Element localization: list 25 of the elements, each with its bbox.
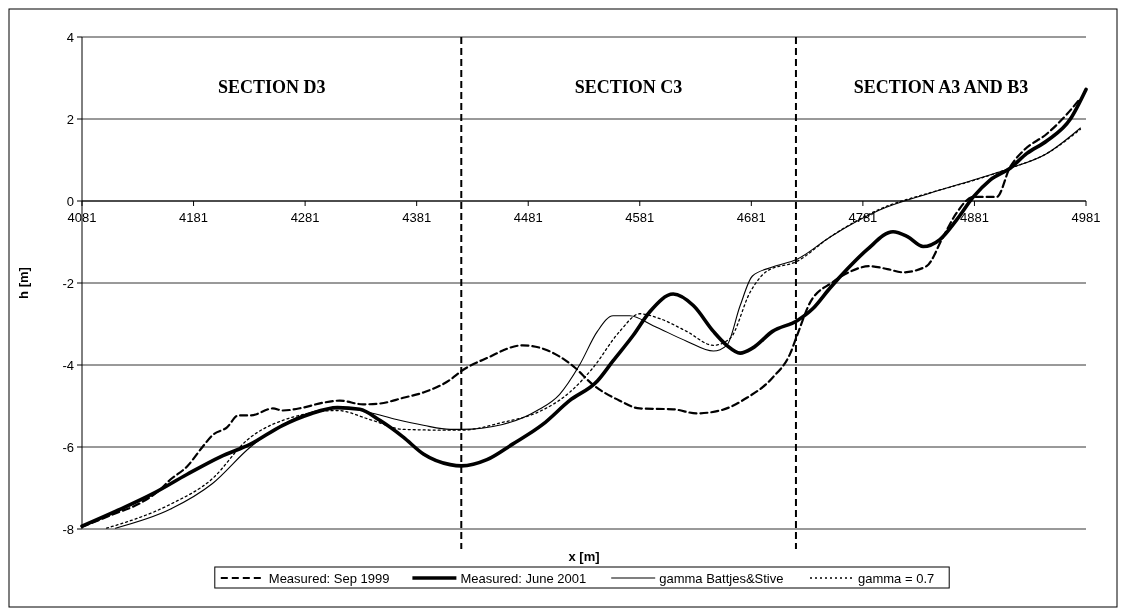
legend-label: Measured: Sep 1999 (268, 570, 390, 586)
legend-label: gamma = 0.7 (858, 570, 935, 586)
y-tick-label: 2 (66, 111, 74, 127)
x-tick-label: 4281 (290, 210, 320, 225)
x-axis-title: x [m] (568, 549, 600, 564)
x-tick-label: 4881 (959, 210, 989, 225)
annotation: SECTION D3 (217, 77, 326, 98)
annotation: SECTION C3 (574, 77, 683, 98)
y-tick-label: -2 (62, 275, 74, 291)
y-tick-label: -8 (62, 521, 74, 537)
annotation: SECTION A3 AND B3 (853, 77, 1029, 98)
x-tick-label: 4981 (1071, 210, 1101, 225)
legend-label: gamma Battjes&Stive (659, 570, 784, 586)
x-tick-label: 4481 (513, 210, 543, 225)
x-tick-label: 4681 (736, 210, 766, 225)
y-tick-label: -4 (62, 357, 74, 373)
x-tick-label: 4381 (402, 210, 432, 225)
x-tick-label: 4581 (625, 210, 655, 225)
y-tick-label: -6 (62, 439, 74, 455)
x-tick-label: 4181 (179, 210, 209, 225)
x-tick-label: 4081 (67, 210, 97, 225)
y-axis-title: h [m] (16, 267, 31, 299)
y-tick-label: 0 (66, 193, 74, 209)
y-tick-label: 4 (66, 29, 74, 45)
legend-label: Measured: June 2001 (460, 570, 587, 586)
